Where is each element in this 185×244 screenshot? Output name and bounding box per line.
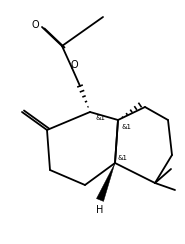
Text: &1: &1 <box>118 155 128 161</box>
Text: &1: &1 <box>95 115 105 121</box>
Text: O: O <box>31 20 39 30</box>
Text: H: H <box>96 205 104 215</box>
Text: &1: &1 <box>121 124 131 130</box>
Polygon shape <box>97 163 115 202</box>
Text: O: O <box>70 60 78 70</box>
